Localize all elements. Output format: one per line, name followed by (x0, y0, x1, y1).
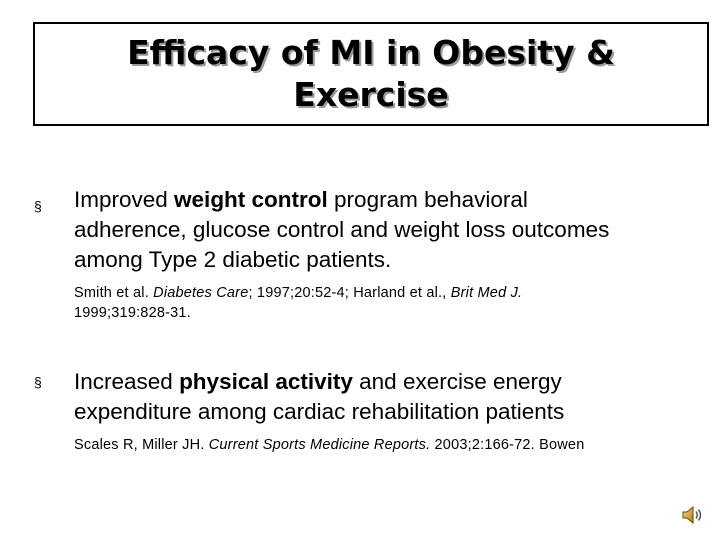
point-1-emphasis: weight control (174, 187, 328, 212)
title-box: Efficacy of MI in Obesity & Exercise (33, 22, 709, 126)
point-2-line2: expenditure among cardiac rehabilitation… (74, 399, 565, 424)
slide-title-line1: Efficacy of MI in Obesity & (127, 33, 615, 72)
point-2-emphasis: physical activity (179, 369, 353, 394)
point-2-line1: Increased physical activity and exercise… (74, 369, 562, 394)
point-1-line2: adherence, glucose control and weight lo… (74, 217, 610, 242)
point-2-reference: Scales R, Miller JH. Current Sports Medi… (74, 437, 585, 453)
slide-title: Efficacy of MI in Obesity & Exercise (127, 32, 615, 116)
point-2-text: Increased physical activity and exercise… (74, 367, 704, 427)
bullet-1: § (34, 198, 42, 214)
point-1-line1: Improved weight control program behavior… (74, 187, 528, 212)
slide-title-line2: Exercise (293, 75, 449, 114)
bullet-2: § (34, 374, 42, 390)
point-1-reference: Smith et al. Diabetes Care; 1997;20:52-4… (74, 285, 523, 321)
point-1-text: Improved weight control program behavior… (74, 185, 704, 275)
point-1-line3: among Type 2 diabetic patients. (74, 247, 392, 272)
speaker-icon[interactable] (680, 503, 704, 527)
